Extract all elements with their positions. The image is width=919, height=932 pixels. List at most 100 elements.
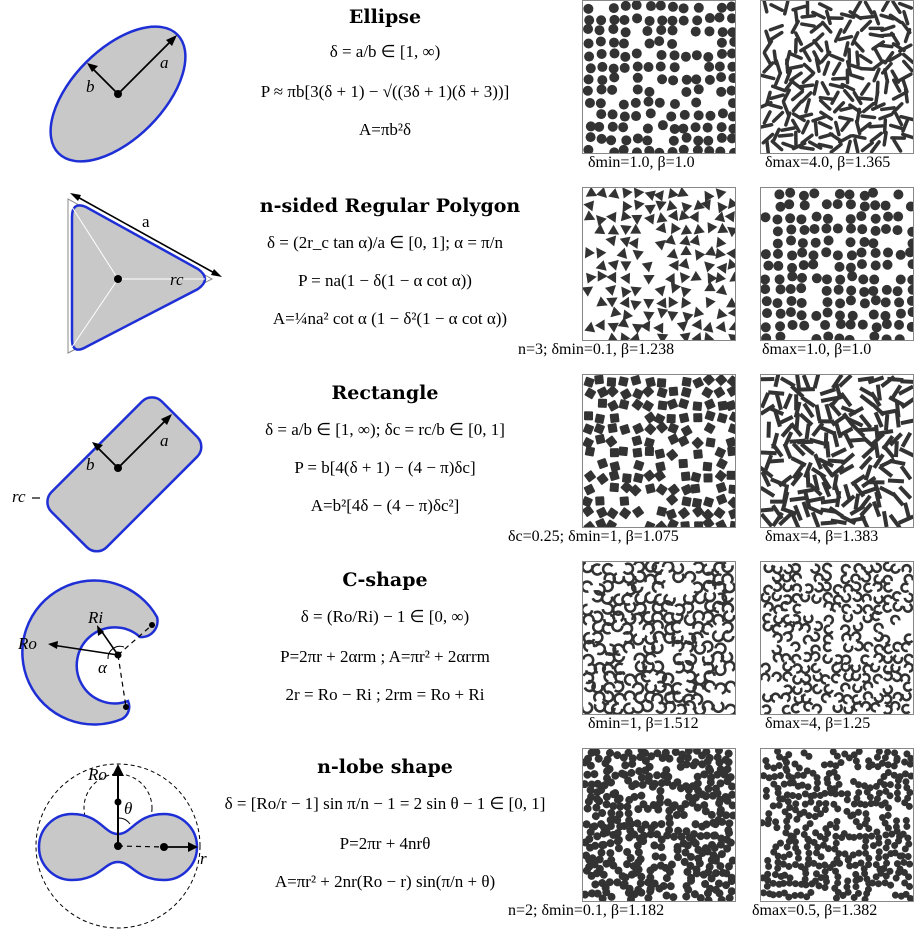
particle bbox=[842, 613, 854, 623]
particle bbox=[822, 653, 833, 664]
particle bbox=[722, 610, 735, 623]
particle bbox=[632, 133, 643, 144]
particle bbox=[583, 580, 594, 593]
particle bbox=[821, 247, 832, 258]
particle bbox=[705, 437, 716, 448]
particle bbox=[834, 120, 841, 137]
particle bbox=[630, 375, 642, 386]
particle bbox=[841, 750, 853, 762]
axis-b-arrow bbox=[90, 66, 119, 95]
particle bbox=[728, 73, 735, 84]
particle bbox=[840, 682, 851, 693]
particle bbox=[596, 48, 607, 59]
particle bbox=[856, 211, 867, 222]
particles-max bbox=[761, 749, 913, 901]
particle bbox=[726, 385, 735, 397]
shape-title: C-shape bbox=[342, 569, 428, 591]
particle bbox=[873, 828, 883, 842]
particle bbox=[811, 211, 822, 222]
particle bbox=[861, 593, 872, 603]
particle bbox=[900, 396, 913, 410]
particle bbox=[643, 274, 655, 285]
particle bbox=[780, 653, 792, 663]
particle bbox=[761, 122, 774, 130]
particle bbox=[609, 37, 620, 48]
particle bbox=[583, 483, 596, 496]
particle bbox=[835, 298, 846, 309]
particle bbox=[898, 72, 913, 82]
rounded-triangle bbox=[70, 204, 207, 351]
particle bbox=[761, 662, 771, 674]
particle bbox=[710, 840, 725, 852]
particle bbox=[902, 890, 913, 901]
particle bbox=[666, 414, 676, 424]
particle bbox=[694, 521, 704, 527]
particle bbox=[846, 59, 853, 76]
particle bbox=[613, 680, 625, 693]
particle bbox=[772, 298, 783, 309]
particle bbox=[791, 583, 803, 593]
particle bbox=[596, 506, 608, 519]
particle bbox=[900, 858, 913, 868]
label-ri: Ri bbox=[87, 608, 103, 627]
particle bbox=[870, 225, 881, 236]
particle bbox=[878, 112, 894, 121]
particle bbox=[595, 214, 607, 227]
particle bbox=[714, 664, 727, 677]
particle bbox=[773, 375, 781, 388]
particle bbox=[584, 321, 596, 333]
polygon-diagram: a rc bbox=[67, 193, 222, 354]
particle bbox=[772, 564, 783, 575]
particle bbox=[725, 436, 735, 448]
caption-max: δmax=4, β=1.25 bbox=[765, 715, 871, 732]
particle bbox=[852, 1, 863, 15]
particle bbox=[595, 98, 606, 109]
particle bbox=[882, 830, 896, 839]
particle bbox=[812, 474, 820, 491]
particle bbox=[798, 190, 809, 201]
particle bbox=[632, 61, 643, 72]
particle bbox=[832, 250, 843, 261]
particle bbox=[643, 62, 654, 73]
particle bbox=[716, 262, 728, 274]
particle bbox=[635, 767, 646, 782]
particle bbox=[783, 837, 793, 851]
particle bbox=[805, 1, 810, 16]
particle bbox=[802, 402, 815, 419]
particle bbox=[880, 224, 891, 235]
particle bbox=[882, 838, 892, 852]
label-a: a bbox=[160, 53, 169, 72]
particle bbox=[762, 612, 772, 624]
particle bbox=[811, 10, 826, 20]
particle bbox=[679, 272, 691, 284]
particle bbox=[693, 801, 709, 812]
particle bbox=[593, 423, 605, 435]
particle bbox=[584, 446, 596, 457]
particle bbox=[702, 321, 714, 333]
particle bbox=[663, 593, 676, 606]
particle bbox=[712, 701, 725, 714]
particle bbox=[593, 691, 606, 703]
particle bbox=[812, 375, 821, 389]
particle bbox=[870, 200, 881, 211]
particle bbox=[883, 643, 894, 655]
particle bbox=[820, 692, 832, 704]
particle bbox=[656, 212, 668, 223]
particle bbox=[656, 297, 667, 309]
particle bbox=[785, 213, 796, 224]
particle bbox=[728, 411, 735, 423]
packing-panel-min bbox=[582, 561, 736, 715]
particle bbox=[656, 506, 667, 517]
particle bbox=[791, 118, 801, 133]
particle bbox=[691, 97, 702, 108]
particle bbox=[860, 486, 878, 496]
particle bbox=[766, 421, 771, 438]
particle bbox=[728, 123, 735, 134]
particle bbox=[618, 376, 629, 387]
row-rectangle: a b rc Rectangle δ = a/b ∈ [1, ∞); δc = … bbox=[0, 374, 919, 559]
particle bbox=[655, 222, 667, 234]
particle bbox=[666, 199, 678, 211]
particle bbox=[781, 573, 792, 583]
particle bbox=[671, 639, 685, 653]
particle bbox=[612, 643, 625, 656]
